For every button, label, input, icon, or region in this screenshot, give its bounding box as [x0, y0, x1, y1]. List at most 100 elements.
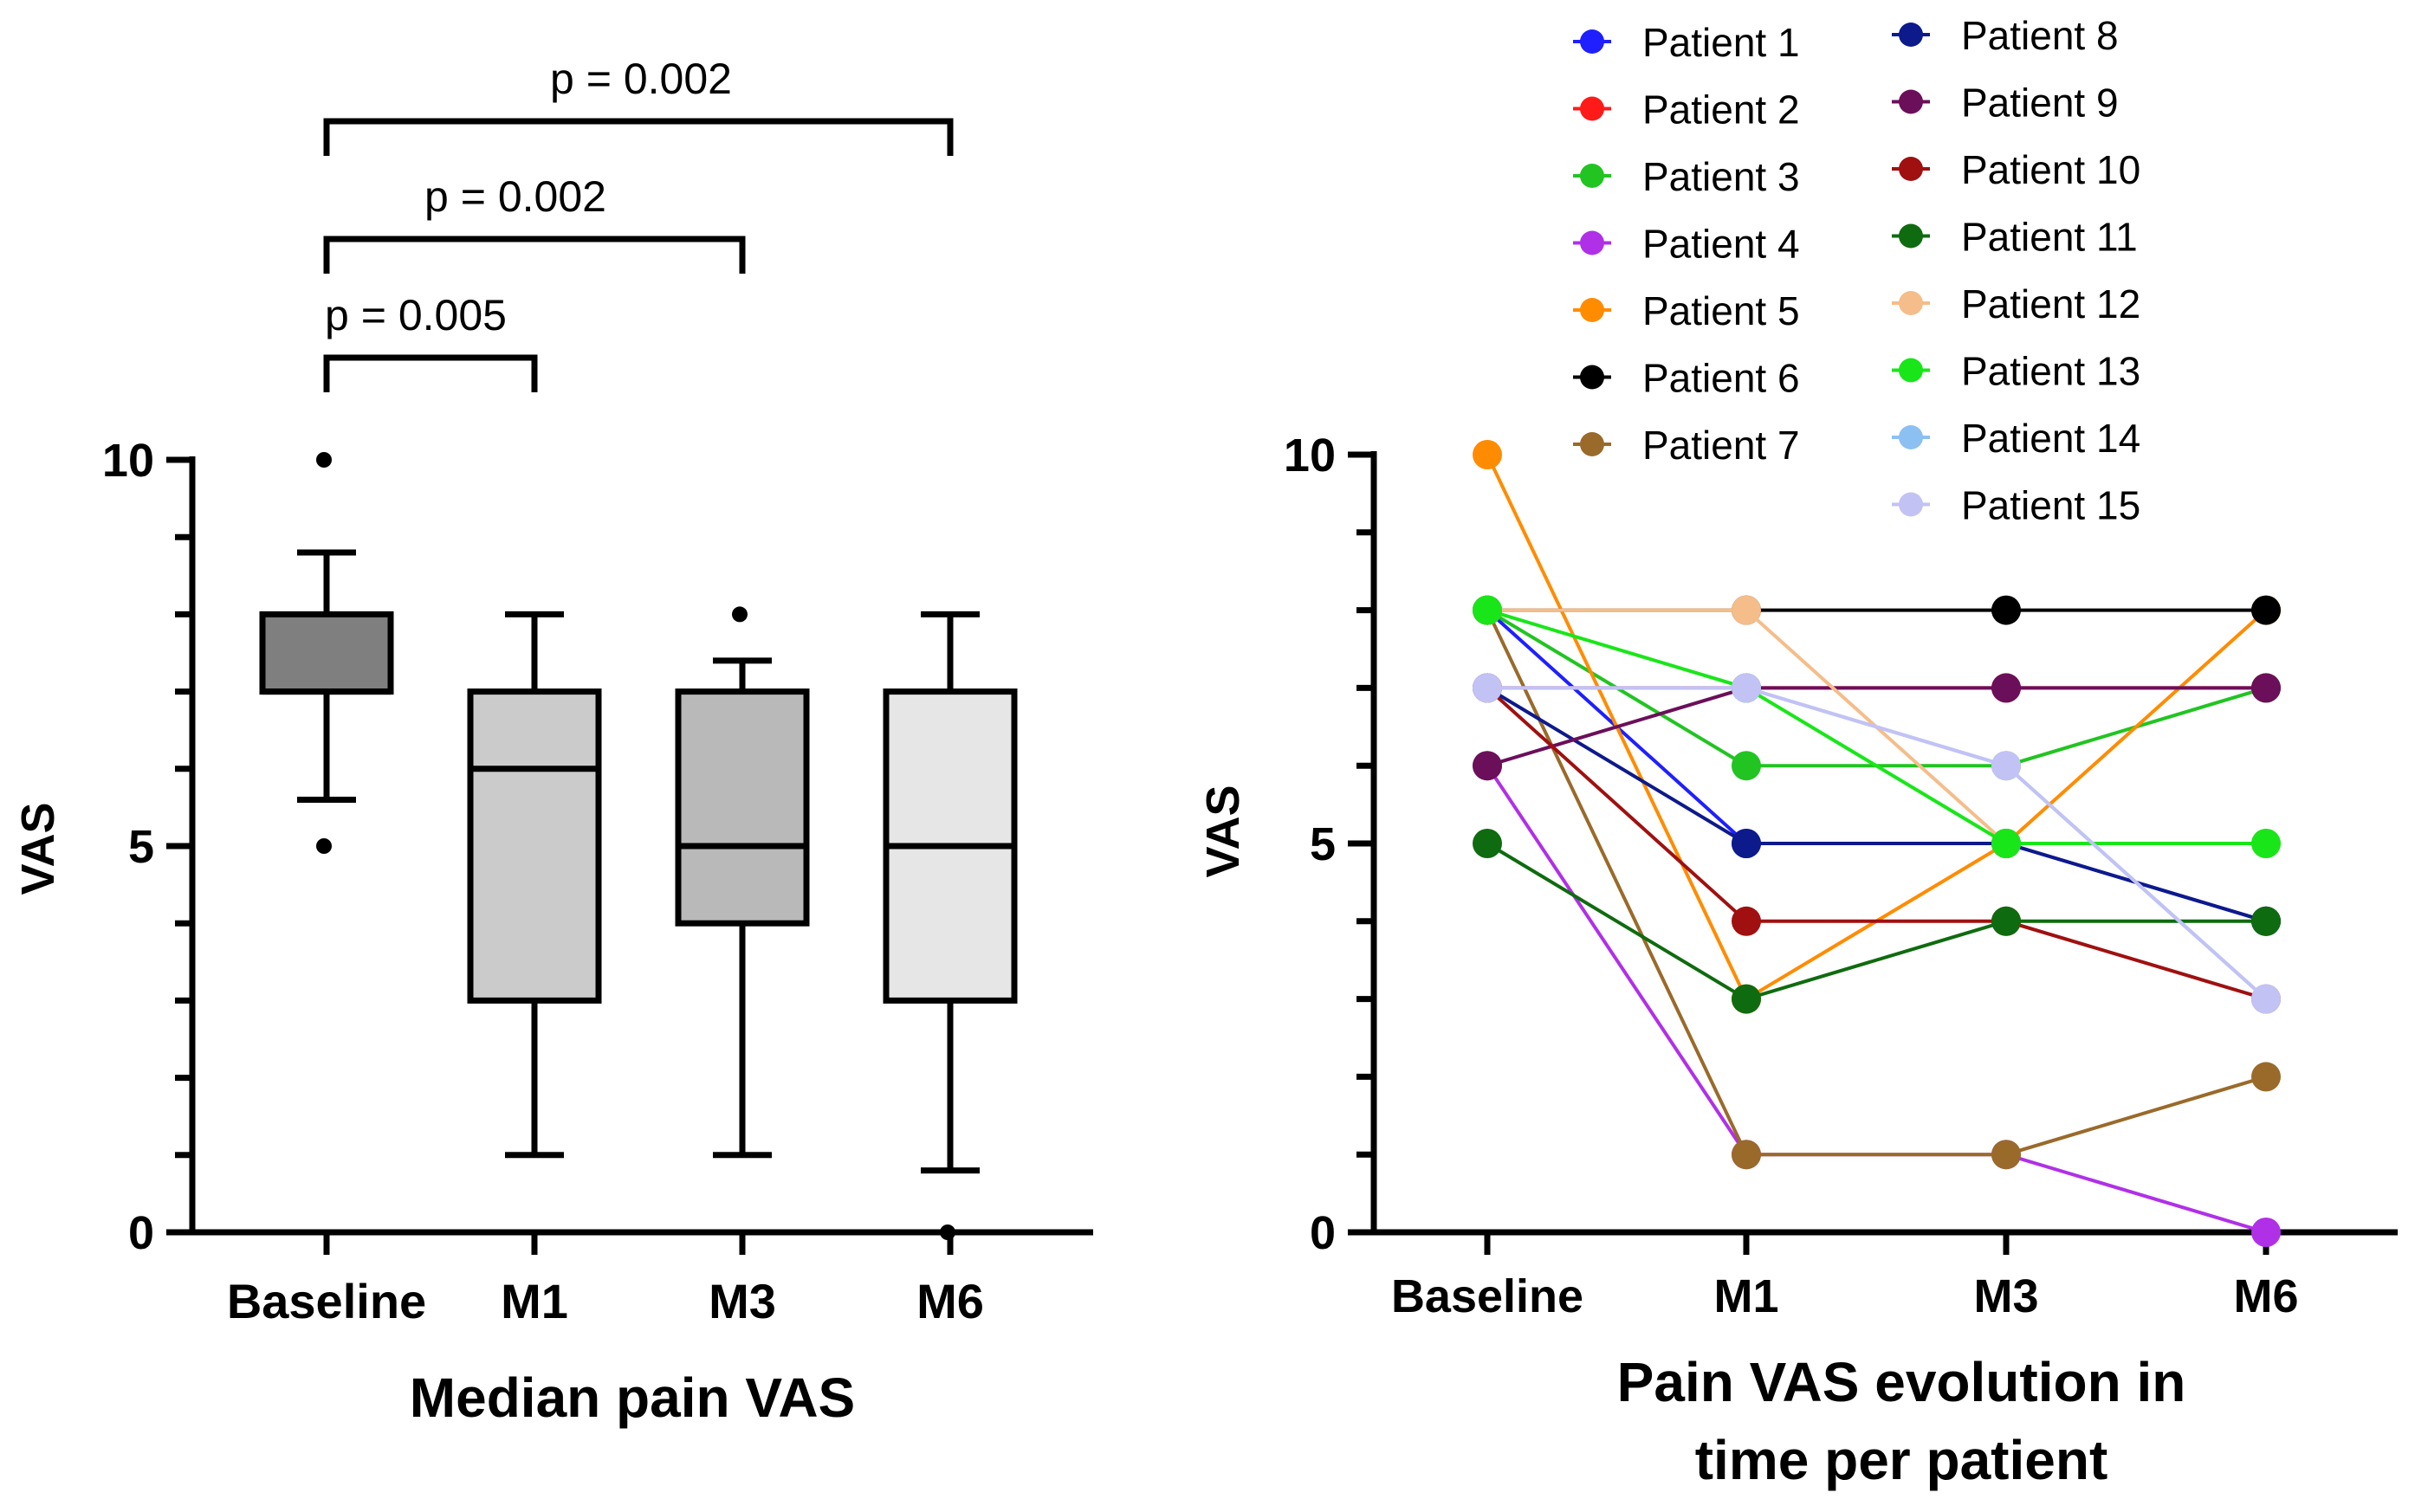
series-point-patient-11	[2251, 906, 2281, 936]
legend-label-patient-14: Patient 14	[1961, 416, 2140, 461]
series-point-patient-7	[1991, 1140, 2021, 1170]
box-plot-x-tick-label-m3: M3	[709, 1274, 776, 1328]
box-m1	[467, 611, 602, 1159]
legend-item-patient-4: Patient 4	[1573, 222, 1800, 267]
legend-label-patient-15: Patient 15	[1961, 483, 2140, 528]
legend-item-patient-5: Patient 5	[1573, 288, 1800, 333]
series-point-patient-10	[1732, 906, 1761, 936]
box-m3	[675, 606, 810, 1159]
legend-swatch-marker	[1580, 29, 1604, 54]
iqr-box	[675, 688, 810, 927]
legend-item-patient-2: Patient 2	[1573, 87, 1800, 132]
legend-label-patient-12: Patient 12	[1961, 281, 2140, 326]
legend-item-patient-12: Patient 12	[1892, 281, 2140, 326]
legend-label-patient-5: Patient 5	[1642, 288, 1800, 333]
line-plot-y-tick-label-10: 10	[1284, 430, 1336, 481]
series-point-patient-15	[1473, 673, 1502, 703]
legend-item-patient-14: Patient 14	[1892, 416, 2140, 461]
series-point-patient-4	[2251, 1218, 2281, 1247]
legend-swatch-marker	[1899, 89, 1923, 114]
legend-item-patient-8: Patient 8	[1892, 13, 2119, 58]
iqr-box	[467, 688, 602, 1004]
legend-swatch-marker	[1899, 358, 1923, 383]
series-point-patient-7	[1732, 1140, 1761, 1170]
series-point-patient-6	[2251, 595, 2281, 625]
series-line-patient-4	[1486, 765, 2267, 1234]
series-point-patient-9	[1473, 751, 1502, 781]
line-plot-x-tick-label-m6: M6	[2233, 1270, 2298, 1322]
series-point-patient-7	[2251, 1062, 2281, 1092]
legend-label-patient-13: Patient 13	[1961, 349, 2140, 394]
legend-swatch-marker	[1899, 23, 1923, 47]
p-value-label-m6: p = 0.002	[550, 55, 732, 103]
series-point-patient-9	[1991, 673, 2021, 703]
significance-bracket-m1	[323, 354, 538, 392]
series-point-patient-11	[1732, 984, 1761, 1014]
line-plot-x-tick-label-baseline: Baseline	[1391, 1270, 1583, 1322]
line-plot-title-line-2: time per patient	[1695, 1429, 2108, 1491]
legend-swatch-marker	[1580, 164, 1604, 188]
p-value-label-m1: p = 0.005	[325, 291, 507, 339]
legend-label-patient-6: Patient 6	[1642, 356, 1800, 401]
legend-label-patient-2: Patient 2	[1642, 87, 1800, 132]
legend-item-patient-13: Patient 13	[1892, 349, 2140, 394]
series-patient-15	[1473, 673, 2281, 1014]
legend-item-patient-11: Patient 11	[1892, 215, 2138, 260]
line-plot-title-line-1: Pain VAS evolution in	[1617, 1351, 2186, 1413]
legend-swatch-marker	[1899, 291, 1923, 315]
legend-swatch-marker	[1580, 298, 1604, 322]
series-point-patient-13	[1473, 595, 1502, 625]
line-plot-x-tick-label-m3: M3	[1973, 1270, 2038, 1322]
series-point-patient-6	[1991, 595, 2021, 625]
legend-item-patient-3: Patient 3	[1573, 154, 1800, 199]
series-point-patient-11	[1473, 829, 1502, 858]
series-point-patient-13	[1991, 829, 2021, 858]
iqr-box	[259, 611, 394, 695]
line-plot-y-tick-label-5: 5	[1310, 818, 1336, 870]
legend-item-patient-1: Patient 1	[1573, 20, 1800, 65]
legend-swatch-marker	[1580, 96, 1604, 121]
legend-swatch-marker	[1580, 432, 1604, 456]
legend-label-patient-9: Patient 9	[1961, 81, 2119, 126]
line-plot-x-tick-label-m1: M1	[1713, 1270, 1778, 1322]
legend-label-patient-10: Patient 10	[1961, 147, 2140, 192]
legend-label-patient-7: Patient 7	[1642, 423, 1800, 468]
legend-item-patient-7: Patient 7	[1573, 423, 1800, 468]
legend-item-patient-15: Patient 15	[1892, 483, 2140, 528]
legend-item-patient-6: Patient 6	[1573, 356, 1800, 401]
line-plot-y-tick-label-0: 0	[1310, 1207, 1336, 1259]
series-line-patient-10	[1486, 686, 2267, 1001]
legend-item-patient-9: Patient 9	[1892, 81, 2119, 126]
legend-label-patient-1: Patient 1	[1642, 20, 1800, 65]
box-plot-x-tick-label-m6: M6	[916, 1274, 984, 1328]
p-value-label-m3: p = 0.002	[424, 172, 606, 221]
legend: Patient 1 Patient 2 Patient 3 Patient 4 Pati…	[1573, 13, 2140, 528]
series-point-patient-3	[1732, 751, 1761, 781]
significance-brackets: p = 0.005 p = 0.002 p = 0.002	[323, 55, 954, 392]
legend-swatch-marker	[1899, 157, 1923, 181]
legend-label-patient-4: Patient 4	[1642, 222, 1800, 267]
series-point-patient-13	[2251, 829, 2281, 858]
box-plot-title: Median pain VAS	[410, 1367, 855, 1429]
outlier-point	[316, 452, 332, 468]
line-plot-y-axis-label: VAS	[1197, 785, 1249, 877]
line-plot-axes: 0 5 10 Baseline M1 M3 M6	[1284, 430, 2398, 1322]
box-plot-x-tick-label-baseline: Baseline	[227, 1274, 426, 1328]
legend-label-patient-11: Patient 11	[1961, 215, 2138, 260]
legend-swatch-marker	[1899, 492, 1923, 517]
significance-bracket-m3	[323, 236, 746, 274]
box-plot-panel: p = 0.005 p = 0.002 p = 0.002 0 5 10 Baseline…	[12, 55, 1093, 1429]
box-plot-marks	[259, 452, 1018, 1240]
series-line-patient-13	[1486, 608, 2266, 845]
box-m6	[883, 611, 1018, 1240]
series-patient-7	[1473, 595, 2281, 1170]
box-plot-y-tick-label-0: 0	[128, 1207, 154, 1259]
series-point-patient-15	[2251, 984, 2281, 1014]
significance-bracket-m6	[323, 118, 954, 156]
series-point-patient-9	[2251, 673, 2281, 703]
line-plot-series	[1473, 440, 2281, 1247]
box-plot-y-tick-label-10: 10	[102, 435, 154, 487]
legend-label-patient-8: Patient 8	[1961, 13, 2119, 58]
